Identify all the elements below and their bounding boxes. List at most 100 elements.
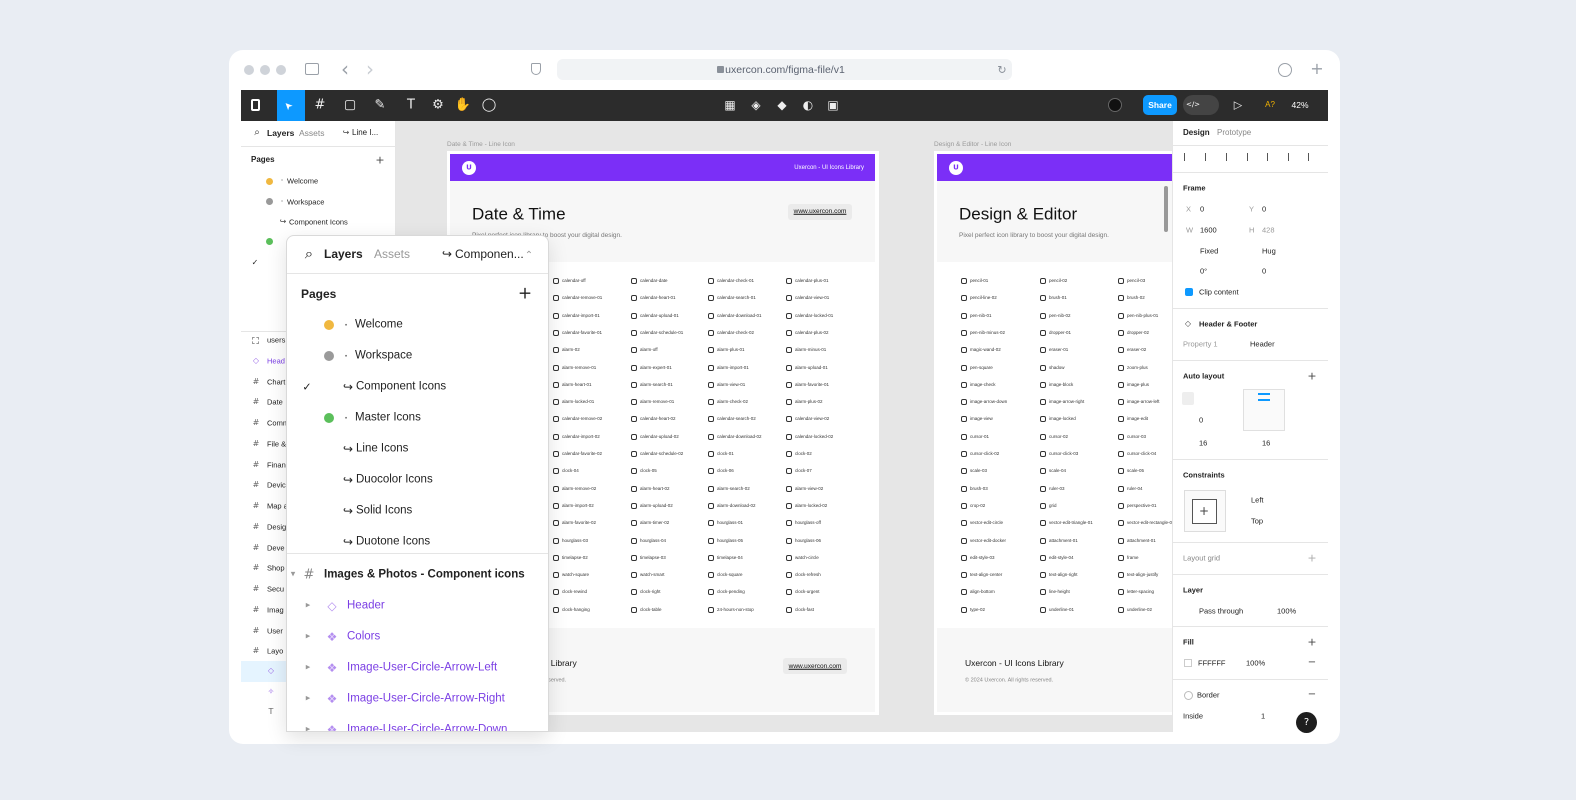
icon: ◆ (777, 98, 787, 112)
tab[interactable]: Assets (299, 127, 325, 138)
page-item[interactable]: Duocolor Icons (356, 473, 433, 486)
share-label[interactable]: Share (1148, 99, 1172, 110)
field[interactable]: 0 (1262, 266, 1267, 276)
icon-label: clock-01 (717, 450, 734, 456)
frame-label[interactable]: Date & Time - Line Icon (447, 140, 515, 148)
field[interactable]: 100% (1246, 658, 1266, 668)
icon (631, 295, 637, 302)
align-button[interactable] (1247, 153, 1255, 161)
layer-item[interactable]: Comm (267, 418, 290, 428)
tab[interactable]: Layers (324, 247, 363, 261)
icon-label: watch-square (562, 571, 590, 577)
layer-item[interactable]: Layo (267, 646, 284, 656)
field[interactable]: 428 (1262, 225, 1275, 235)
frame-label[interactable]: Design & Editor - Line Icon (934, 140, 1012, 148)
page-item[interactable]: Workspace (355, 349, 413, 362)
field[interactable]: 16 (1262, 438, 1271, 448)
field[interactable]: Top (1251, 516, 1264, 526)
layer-item[interactable]: users (267, 335, 286, 345)
field[interactable]: 1600 (1200, 225, 1217, 235)
page-item[interactable]: Welcome (355, 318, 403, 331)
layer-item[interactable]: Date (267, 397, 283, 407)
icon-label: calendar-remove-02 (562, 416, 603, 422)
layer-item[interactable]: Deve (267, 542, 285, 552)
link[interactable]: www.uxercon.com (788, 662, 842, 670)
field[interactable]: 1 (1261, 711, 1266, 721)
layer-item[interactable]: Imag (267, 605, 284, 614)
zoom-level[interactable]: 42% (1291, 99, 1309, 110)
sidebar-toggle[interactable] (305, 63, 319, 75)
icon-label: calendar-check-02 (717, 329, 755, 335)
page-item[interactable]: Line Icons (356, 442, 409, 455)
layer-item[interactable]: Finan (267, 459, 286, 469)
move-tool[interactable] (277, 90, 305, 121)
download-button[interactable] (1278, 63, 1292, 77)
page-item[interactable]: Component Icons (356, 380, 447, 393)
icon-label: clock-fast (795, 606, 815, 612)
layer-item[interactable]: Colors (347, 630, 381, 643)
page-item[interactable]: Master Icons (355, 411, 421, 424)
layer-item[interactable]: Secu (267, 584, 285, 594)
property-value[interactable]: Header (1250, 339, 1275, 349)
layer-item[interactable]: Map a (267, 501, 288, 511)
layer-item[interactable]: Image-User-Circle-Arrow-Right (347, 692, 505, 705)
field[interactable]: 0 (1199, 415, 1204, 425)
alignment-grid[interactable] (1243, 389, 1285, 431)
page-select[interactable]: Componen... (455, 247, 524, 261)
menu-logo[interactable] (251, 99, 260, 111)
share-button[interactable] (1143, 95, 1177, 115)
layer-item[interactable]: Desig (267, 522, 287, 531)
field[interactable]: Inside (1183, 711, 1204, 721)
field[interactable]: 0 (1200, 204, 1205, 214)
align-button[interactable] (1205, 153, 1213, 161)
tab[interactable]: Layers (267, 127, 295, 138)
tab[interactable]: Prototype (1217, 128, 1252, 137)
icon (1118, 520, 1124, 527)
help-button[interactable] (1296, 712, 1317, 733)
layer-section[interactable]: Images & Photos - Component icons (324, 568, 525, 581)
field[interactable]: Fixed (1200, 246, 1219, 256)
checkbox[interactable] (1185, 288, 1193, 296)
layer-item[interactable]: Image-User-Circle-Arrow-Down (347, 723, 508, 732)
icon-label: calendar-plus-01 (795, 277, 829, 283)
align-button[interactable] (1267, 153, 1275, 161)
frame-subtitle: Pixel perfect icon library to boost your… (472, 231, 622, 239)
layer-item[interactable]: File & (267, 439, 287, 448)
page-item[interactable]: Welcome (287, 176, 319, 186)
field[interactable]: 100% (1277, 606, 1297, 616)
field[interactable]: 0 (1262, 204, 1267, 214)
dev-mode-toggle[interactable] (1183, 95, 1219, 115)
direction-button[interactable] (1182, 392, 1194, 405)
icon-label: hourglass-04 (640, 537, 667, 543)
icon: # (252, 584, 260, 593)
link[interactable]: www.uxercon.com (793, 207, 847, 215)
align-button[interactable] (1308, 153, 1316, 161)
layer-item[interactable]: Image-User-Circle-Arrow-Left (347, 661, 498, 674)
field[interactable]: Hug (1262, 246, 1276, 256)
field[interactable]: FFFFFF (1198, 658, 1226, 668)
field[interactable]: 16 (1199, 438, 1208, 448)
align-button[interactable] (1226, 153, 1234, 161)
field[interactable]: Pass through (1199, 606, 1244, 616)
layer-item[interactable]: Head (267, 356, 285, 365)
field[interactable]: 0° (1200, 266, 1208, 276)
layer-item[interactable]: Devic (267, 480, 286, 490)
tab[interactable]: Design (1183, 128, 1210, 137)
layer-item[interactable]: User (267, 625, 283, 635)
layer-item[interactable]: Header (347, 599, 385, 612)
icon: </> (1185, 100, 1201, 109)
page-item[interactable]: Component Icons (289, 217, 348, 227)
page-select[interactable]: Line I... (352, 128, 379, 137)
url-bar[interactable] (557, 59, 1012, 80)
icon-label: calendar-view-01 (795, 295, 830, 301)
page-item[interactable]: Solid Icons (356, 504, 413, 517)
page-item[interactable]: Duotone Icons (356, 535, 431, 548)
align-button[interactable] (1288, 153, 1296, 161)
tab[interactable]: Assets (374, 247, 411, 261)
field[interactable]: Left (1251, 495, 1264, 505)
align-button[interactable] (1184, 153, 1192, 161)
layer-item[interactable]: Shop (267, 563, 285, 573)
icon-label: calendar-schedule-01 (640, 329, 684, 335)
page-item[interactable]: Workspace (287, 196, 325, 206)
layer-item[interactable]: Chart (267, 376, 286, 386)
